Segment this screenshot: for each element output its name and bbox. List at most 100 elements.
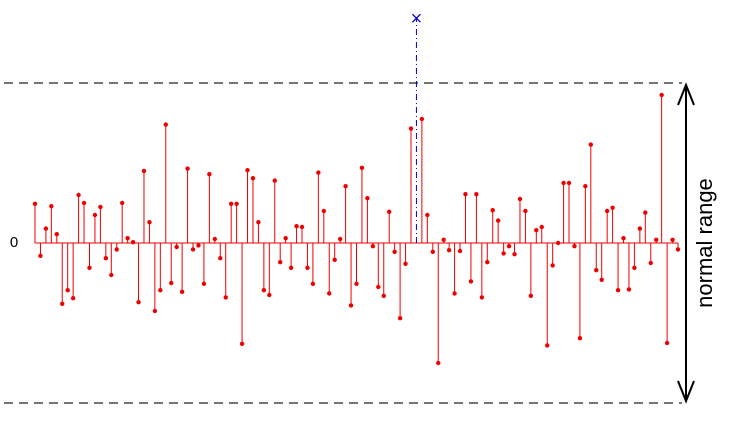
marker: [76, 192, 81, 198]
marker: [114, 247, 119, 252]
marker: [643, 210, 648, 215]
marker: [256, 220, 261, 225]
marker: [615, 288, 621, 293]
marker: [436, 360, 441, 366]
marker: [337, 236, 343, 242]
range-annotation: normal range: [692, 178, 717, 308]
marker: [403, 261, 408, 266]
marker: [272, 178, 277, 183]
marker: [201, 281, 207, 286]
marker: [397, 316, 403, 321]
marker: [430, 249, 435, 254]
marker: [376, 284, 381, 290]
marker: [474, 192, 479, 197]
marker: [594, 268, 599, 273]
marker: [670, 237, 675, 242]
marker: [490, 208, 495, 213]
marker: [278, 260, 283, 265]
marker: [239, 341, 245, 346]
marker: [566, 180, 572, 186]
marker: [267, 292, 272, 298]
marker: [495, 218, 501, 223]
marker: [212, 236, 218, 242]
marker: [185, 166, 190, 171]
marker: [446, 248, 452, 253]
marker: [130, 240, 136, 245]
marker: [392, 249, 397, 254]
marker: [506, 244, 512, 249]
marker: [234, 201, 239, 206]
marker: [109, 272, 114, 278]
marker: [32, 201, 38, 206]
marker: [343, 184, 348, 189]
marker: [664, 340, 670, 346]
marker: [659, 92, 664, 98]
marker: [98, 204, 103, 210]
marker: [305, 265, 310, 270]
marker: [218, 256, 223, 261]
marker: [190, 247, 196, 252]
marker: [468, 279, 474, 284]
marker: [583, 184, 588, 189]
marker: [81, 200, 87, 206]
marker: [528, 293, 534, 298]
marker: [637, 226, 643, 231]
marker: [207, 172, 212, 177]
marker: [550, 263, 555, 268]
marker: [354, 281, 359, 286]
marker: [299, 224, 305, 230]
marker: [60, 301, 65, 306]
marker: [381, 293, 386, 298]
marker: [386, 209, 392, 214]
marker: [411, 13, 421, 23]
marker: [479, 295, 485, 300]
marker: [310, 281, 316, 286]
marker: [648, 260, 653, 266]
marker: [332, 257, 337, 262]
marker: [512, 252, 517, 257]
marker: [245, 168, 250, 173]
marker: [163, 122, 168, 127]
marker: [501, 251, 506, 256]
marker: [610, 205, 615, 210]
marker: [70, 296, 76, 301]
marker: [517, 196, 523, 202]
marker: [179, 289, 185, 294]
marker: [534, 228, 539, 233]
marker: [125, 236, 130, 241]
marker: [441, 237, 446, 242]
arrow-head: [677, 380, 695, 404]
marker: [103, 256, 109, 261]
marker: [561, 180, 566, 186]
marker: [523, 208, 528, 214]
marker: [654, 237, 659, 242]
marker: [38, 253, 43, 258]
marker: [321, 208, 327, 214]
marker: [87, 265, 92, 270]
marker: [261, 288, 267, 293]
marker: [599, 277, 604, 282]
marker: [425, 212, 430, 218]
marker: [158, 288, 163, 293]
marker: [348, 303, 354, 308]
marker: [419, 116, 425, 122]
marker: [147, 220, 152, 225]
marker: [604, 208, 610, 214]
marker: [359, 165, 365, 170]
marker: [626, 287, 632, 292]
marker: [92, 212, 98, 218]
marker: [408, 126, 414, 131]
marker: [196, 243, 201, 248]
marker: [365, 196, 370, 201]
marker: [228, 201, 234, 206]
marker: [572, 244, 577, 249]
marker: [54, 232, 59, 237]
marker: [316, 170, 321, 175]
marker: [675, 247, 681, 252]
marker: [632, 265, 637, 270]
marker: [49, 204, 54, 209]
marker: [174, 244, 179, 250]
marker: [621, 236, 626, 241]
marker: [485, 260, 490, 265]
